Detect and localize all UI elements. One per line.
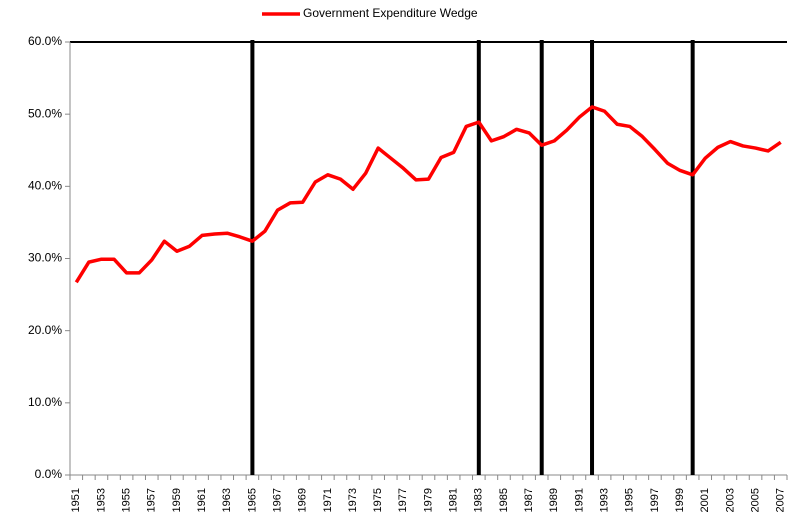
- x-tick-label: 1997: [649, 488, 661, 512]
- y-tick-label: 40.0%: [28, 179, 62, 193]
- x-tick-label: 1957: [146, 488, 158, 512]
- x-tick-label: 1995: [624, 488, 636, 512]
- x-tick-label: 1979: [422, 488, 434, 512]
- x-tick-label: 1975: [372, 488, 384, 512]
- y-tick-label: 50.0%: [28, 106, 62, 120]
- x-tick-label: 1963: [221, 488, 233, 512]
- x-tick-label: 1959: [171, 488, 183, 512]
- x-tick-label: 2005: [749, 488, 761, 512]
- x-tick-label: 1951: [70, 488, 82, 512]
- x-tick-label: 2001: [699, 488, 711, 512]
- x-tick-label: 1955: [121, 488, 133, 512]
- x-tick-label: 1967: [271, 488, 283, 512]
- x-tick-label: 1989: [548, 488, 560, 512]
- x-tick-label: 2003: [724, 488, 736, 512]
- x-tick-label: 1977: [397, 488, 409, 512]
- y-tick-label: 0.0%: [35, 467, 63, 481]
- x-tick-label: 1969: [297, 488, 309, 512]
- x-tick-label: 1961: [196, 488, 208, 512]
- y-tick-label: 20.0%: [28, 323, 62, 337]
- x-tick-label: 1971: [322, 488, 334, 512]
- line-series: [74, 105, 782, 284]
- x-tick-label: 1991: [573, 488, 585, 512]
- y-tick-label: 10.0%: [28, 395, 62, 409]
- x-tick-label: 1993: [599, 488, 611, 512]
- y-tick-label: 30.0%: [28, 251, 62, 265]
- x-tick-label: 1973: [347, 488, 359, 512]
- x-tick-label: 1987: [523, 488, 535, 512]
- x-tick-label: 1953: [95, 488, 107, 512]
- x-tick-label: 1999: [674, 488, 686, 512]
- y-tick-label: 60.0%: [28, 34, 62, 48]
- x-tick-label: 1983: [473, 488, 485, 512]
- x-tick-label: 2007: [775, 488, 787, 512]
- x-tick-label: 1965: [246, 488, 258, 512]
- x-tick-label: 1985: [498, 488, 510, 512]
- x-tick-label: 1981: [448, 488, 460, 512]
- legend-label: Government Expenditure Wedge: [303, 6, 478, 20]
